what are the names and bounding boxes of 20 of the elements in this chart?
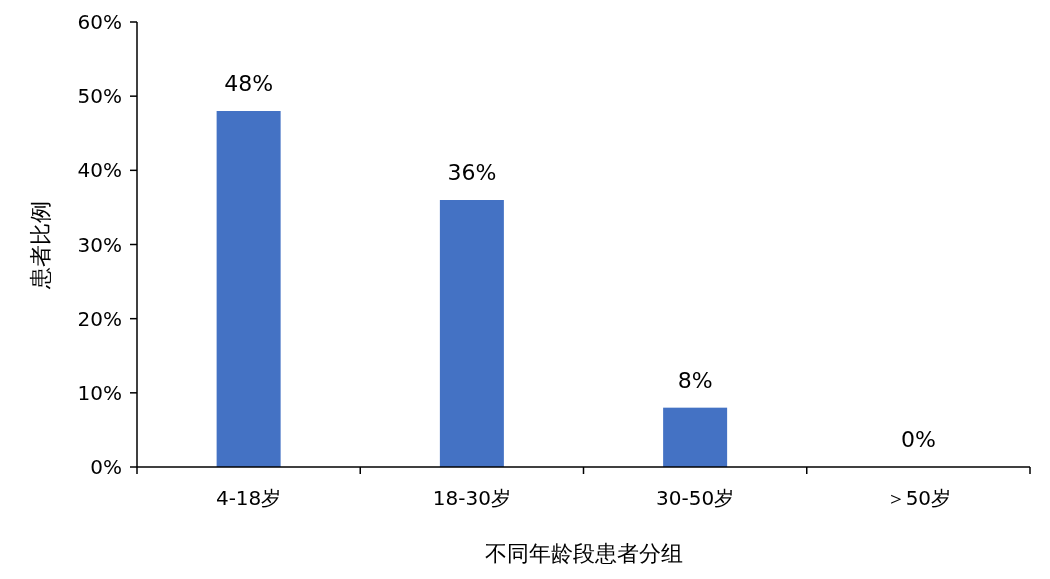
y-tick-label: 20% bbox=[77, 306, 122, 331]
y-tick-label: 0% bbox=[90, 455, 122, 479]
y-tick-label: 40% bbox=[77, 158, 122, 183]
y-tick-label: 60% bbox=[77, 10, 122, 34]
y-axis-title: 患者比例 bbox=[28, 200, 53, 290]
y-tick-label: 10% bbox=[77, 380, 122, 405]
data-label: 48% bbox=[224, 71, 274, 96]
x-tick-label: 30-50岁 bbox=[656, 486, 735, 510]
x-tick-label: 4-18岁 bbox=[215, 486, 282, 510]
data-label: 36% bbox=[447, 160, 497, 185]
bar bbox=[663, 407, 728, 467]
y-tick-label: 30% bbox=[77, 232, 122, 257]
data-label: 0% bbox=[900, 427, 936, 452]
x-axis-title: 不同年龄段患者分组 bbox=[484, 541, 683, 566]
data-label: 8% bbox=[677, 367, 713, 393]
x-tick-label: ＞50岁 bbox=[885, 486, 952, 510]
y-tick-label: 50% bbox=[77, 84, 122, 109]
x-tick-label: 18-30岁 bbox=[432, 486, 511, 510]
bar bbox=[439, 200, 504, 467]
bar bbox=[216, 111, 281, 467]
